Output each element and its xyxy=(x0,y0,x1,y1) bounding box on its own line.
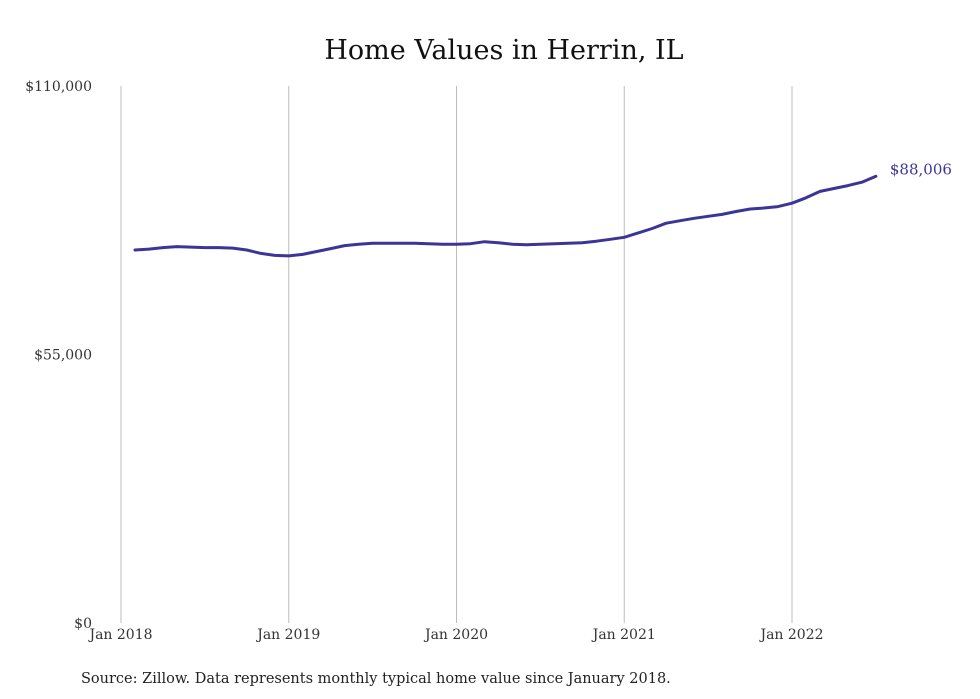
y-axis-ticks: $110,000 $55,000 $0 xyxy=(25,79,92,632)
x-tick-label: Jan 2021 xyxy=(591,627,656,643)
x-tick-label: Jan 2019 xyxy=(255,627,320,643)
chart-title: Home Values in Herrin, IL xyxy=(324,35,683,66)
home-value-series-line xyxy=(133,174,878,258)
y-tick-label: $0 xyxy=(74,616,92,632)
x-axis-ticks: Jan 2018 Jan 2019 Jan 2020 Jan 2021 Jan 2022 xyxy=(87,627,823,643)
x-tick-label: Jan 2020 xyxy=(423,627,488,643)
x-tick-label: Jan 2018 xyxy=(87,627,152,643)
end-value-label: $88,006 xyxy=(890,160,952,178)
x-tick-label: Jan 2022 xyxy=(758,627,823,643)
source-note: Source: Zillow. Data represents monthly … xyxy=(81,671,671,687)
y-tick-label: $110,000 xyxy=(25,79,92,95)
y-tick-label: $55,000 xyxy=(34,348,92,364)
gridlines xyxy=(120,86,793,623)
